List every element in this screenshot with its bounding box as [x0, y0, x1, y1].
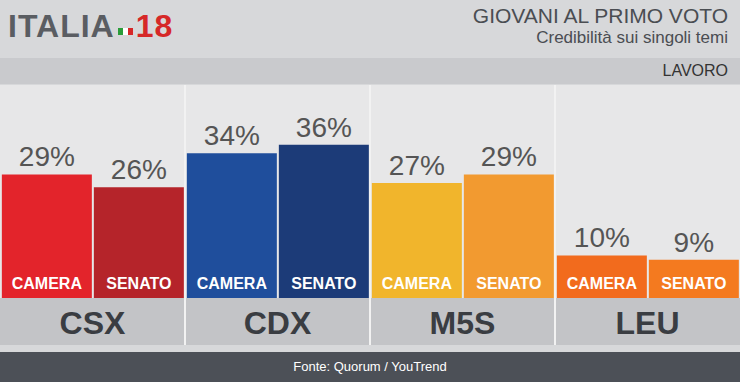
svg-text:CDX: CDX: [244, 305, 312, 341]
svg-text:29%: 29%: [19, 141, 75, 172]
svg-text:SENATO: SENATO: [661, 275, 726, 292]
svg-text:CAMERA: CAMERA: [12, 275, 83, 292]
svg-text:36%: 36%: [296, 112, 352, 143]
html-text:Fonte: Quorum / YouTrend: Fonte: Quorum / YouTrend: [293, 359, 447, 374]
svg-text:CAMERA: CAMERA: [382, 275, 453, 292]
svg-text:10%: 10%: [574, 222, 630, 253]
svg-text:CAMERA: CAMERA: [197, 275, 268, 292]
html-text:LAVORO: LAVORO: [662, 62, 728, 79]
svg-text:SENATO: SENATO: [476, 275, 541, 292]
svg-text:34%: 34%: [204, 120, 260, 151]
svg-text:9%: 9%: [674, 227, 714, 258]
svg-text:SENATO: SENATO: [106, 275, 171, 292]
svg-text:29%: 29%: [481, 141, 537, 172]
html-text:18: 18: [135, 8, 174, 44]
svg-text:CAMERA: CAMERA: [567, 275, 638, 292]
html-text:GIOVANI AL PRIMO VOTO: GIOVANI AL PRIMO VOTO: [472, 4, 728, 27]
html-text:Credibilità sui singoli temi: Credibilità sui singoli temi: [536, 28, 728, 47]
html-text:ITALIA: ITALIA: [8, 8, 115, 44]
svg-text:CSX: CSX: [60, 305, 126, 341]
svg-text:27%: 27%: [389, 150, 445, 181]
svg-text:26%: 26%: [111, 154, 167, 185]
svg-text:M5S: M5S: [430, 305, 496, 341]
svg-text:SENATO: SENATO: [291, 275, 356, 292]
svg-text:LEU: LEU: [616, 305, 680, 341]
